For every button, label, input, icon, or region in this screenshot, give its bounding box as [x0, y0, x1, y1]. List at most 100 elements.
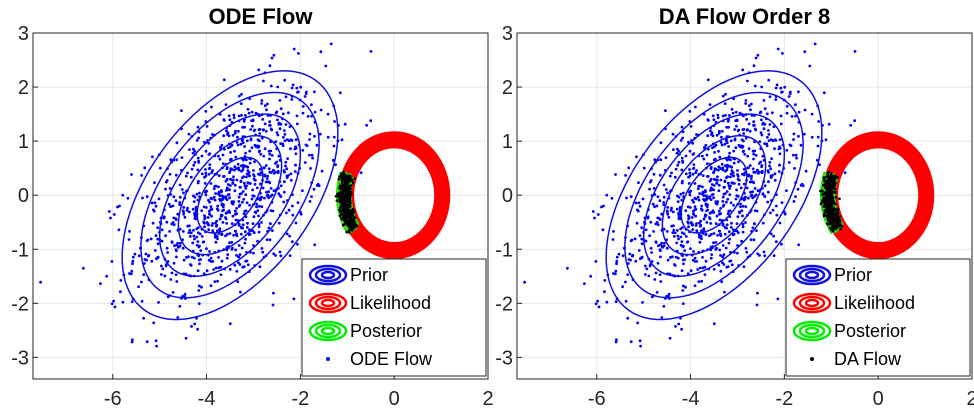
prior-sample-point	[677, 195, 681, 199]
prior-sample-point	[715, 214, 719, 218]
prior-sample-point	[755, 303, 759, 307]
prior-sample-point	[287, 111, 290, 115]
prior-sample-point	[671, 255, 674, 259]
prior-sample-point	[698, 266, 702, 270]
prior-sample-point	[150, 259, 154, 263]
prior-sample-point	[727, 125, 730, 129]
prior-sample-point	[704, 214, 708, 217]
prior-sample-point	[759, 110, 763, 114]
prior-sample-point	[713, 184, 716, 187]
prior-sample-point	[690, 216, 694, 219]
flow-particle-point	[832, 183, 835, 186]
prior-sample-point	[208, 163, 212, 167]
prior-sample-point	[212, 195, 216, 199]
prior-sample-point	[237, 129, 240, 133]
prior-sample-point	[724, 164, 727, 168]
prior-sample-point	[680, 125, 684, 129]
prior-sample-point	[294, 221, 298, 225]
prior-sample-point	[263, 196, 266, 200]
prior-sample-point	[206, 222, 210, 225]
prior-sample-point	[660, 316, 664, 319]
prior-contour	[661, 135, 767, 256]
prior-sample-point	[675, 151, 679, 155]
prior-sample-point	[207, 153, 211, 156]
flow-particle-point	[344, 185, 348, 188]
prior-sample-point	[794, 195, 797, 199]
prior-sample-point	[797, 90, 800, 94]
prior-sample-point	[164, 234, 168, 238]
prior-sample-point	[258, 198, 262, 202]
prior-sample-point	[131, 262, 134, 266]
prior-sample-point	[283, 139, 287, 143]
prior-sample-point	[662, 203, 666, 207]
prior-sample-point	[234, 218, 238, 222]
prior-sample-point	[827, 122, 831, 126]
flow-particle-point	[353, 177, 357, 180]
prior-sample-point	[721, 255, 725, 259]
prior-sample-point	[290, 86, 294, 90]
prior-sample-point	[305, 144, 309, 148]
prior-sample-point	[359, 171, 363, 175]
prior-sample-point	[246, 221, 249, 225]
legend-label: Posterior	[834, 321, 906, 341]
prior-sample-point	[178, 227, 182, 231]
flow-particle-point	[338, 208, 341, 212]
prior-sample-point	[237, 261, 240, 264]
prior-sample-point	[308, 200, 312, 203]
prior-sample-point	[175, 249, 178, 253]
prior-sample-point	[797, 134, 800, 138]
prior-sample-point	[195, 243, 199, 247]
prior-sample-point	[243, 241, 247, 245]
prior-sample-point	[286, 157, 289, 161]
prior-sample-point	[677, 149, 681, 153]
flow-particle-point	[836, 222, 839, 226]
prior-sample-point	[756, 291, 759, 295]
prior-sample-point	[817, 120, 820, 123]
prior-sample-point	[717, 229, 721, 233]
flow-particle-point	[345, 205, 348, 208]
prior-sample-point	[245, 226, 249, 229]
prior-sample-point	[245, 158, 248, 162]
prior-sample-point	[285, 232, 289, 236]
prior-sample-point	[787, 161, 791, 164]
prior-sample-point	[672, 235, 676, 238]
prior-sample-point	[694, 214, 697, 218]
prior-sample-point	[185, 209, 189, 212]
prior-sample-point	[261, 250, 265, 254]
prior-sample-point	[151, 221, 155, 225]
prior-sample-point	[704, 259, 708, 263]
prior-sample-point	[650, 251, 653, 254]
prior-sample-point	[763, 122, 767, 126]
prior-sample-point	[692, 163, 696, 167]
flow-particle-point	[342, 201, 345, 204]
prior-sample-point	[778, 163, 781, 167]
prior-sample-point	[216, 237, 219, 241]
prior-sample-point	[155, 344, 159, 348]
prior-sample-point	[723, 180, 727, 184]
prior-sample-point	[282, 190, 286, 194]
prior-sample-point	[233, 165, 237, 169]
prior-sample-point	[638, 204, 642, 208]
prior-sample-point	[803, 108, 807, 112]
prior-sample-point	[762, 250, 766, 254]
prior-sample-point	[715, 246, 718, 250]
prior-sample-point	[742, 127, 746, 131]
prior-sample-point	[267, 167, 271, 171]
prior-sample-point	[231, 246, 234, 250]
prior-sample-point	[157, 301, 160, 304]
prior-sample-point	[221, 197, 224, 200]
prior-sample-point	[680, 327, 683, 331]
prior-sample-point	[186, 171, 189, 175]
prior-sample-point	[750, 102, 753, 106]
prior-sample-point	[710, 183, 714, 186]
prior-sample-point	[688, 149, 692, 153]
y-tick-label: 0	[502, 185, 513, 207]
prior-sample-point	[745, 250, 749, 254]
prior-sample-point	[689, 189, 693, 193]
prior-sample-point	[713, 177, 716, 181]
prior-sample-point	[205, 206, 208, 209]
prior-sample-point	[171, 291, 175, 294]
prior-sample-point	[190, 325, 193, 328]
prior-sample-point	[260, 136, 264, 140]
prior-sample-point	[593, 216, 596, 220]
